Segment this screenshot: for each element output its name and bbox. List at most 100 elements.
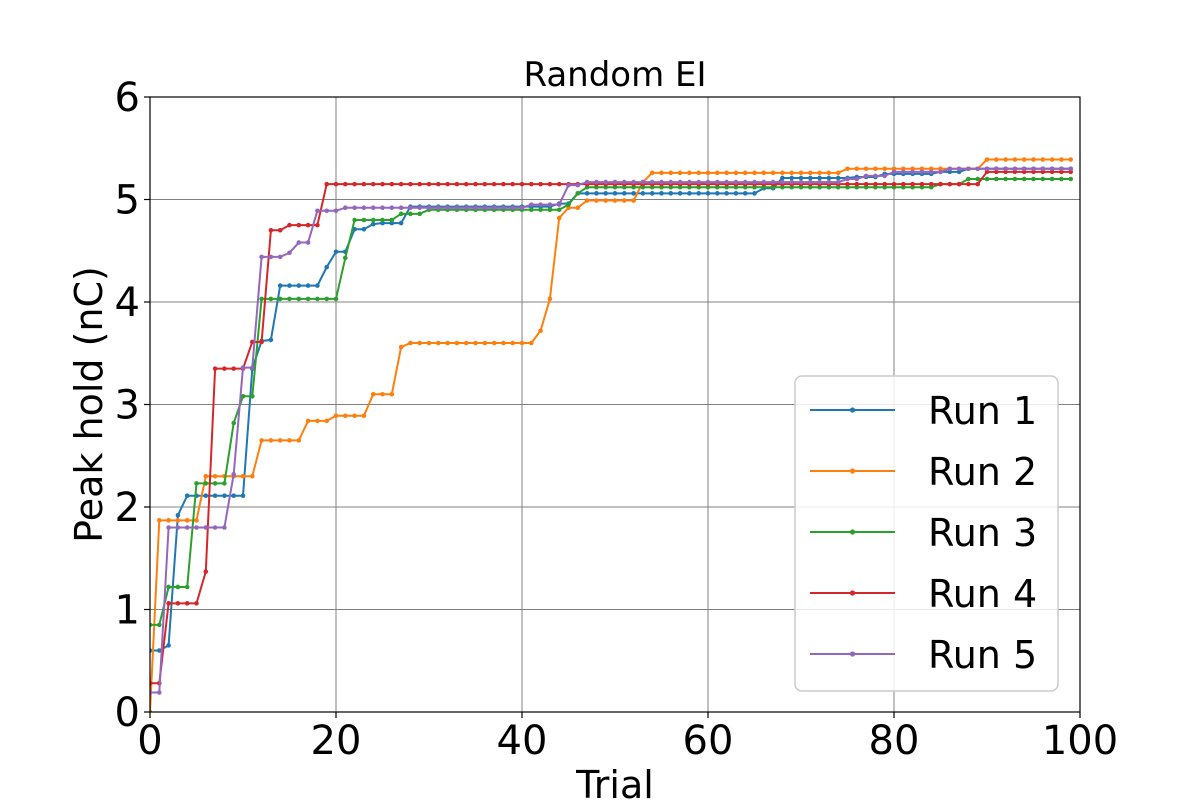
data-point xyxy=(212,366,218,371)
data-point xyxy=(938,169,943,175)
data-point xyxy=(547,181,553,187)
data-point xyxy=(715,191,720,196)
data-point xyxy=(333,296,339,302)
legend-label: Run 3 xyxy=(928,511,1037,555)
data-point xyxy=(333,208,339,214)
data-point xyxy=(175,512,181,518)
data-point xyxy=(296,283,302,288)
data-point xyxy=(696,191,701,196)
data-point xyxy=(259,296,264,302)
data-point xyxy=(668,179,674,185)
data-point xyxy=(928,181,934,187)
data-point xyxy=(166,601,171,606)
data-point xyxy=(566,202,571,207)
series-line xyxy=(150,167,1071,694)
data-point xyxy=(984,176,990,182)
data-point xyxy=(445,340,450,346)
series-line xyxy=(150,170,1071,685)
x-tick-label: 80 xyxy=(869,718,920,764)
data-point xyxy=(1003,176,1008,182)
data-point xyxy=(203,525,209,530)
data-point xyxy=(324,208,330,214)
data-point xyxy=(631,191,636,196)
data-point xyxy=(277,283,283,288)
legend-marker xyxy=(849,407,856,413)
data-point xyxy=(315,222,320,228)
data-point xyxy=(194,601,199,606)
data-point xyxy=(1059,157,1064,162)
data-point xyxy=(482,340,488,346)
data-point xyxy=(417,205,423,210)
data-point xyxy=(547,202,553,207)
data-point xyxy=(742,170,748,176)
data-point xyxy=(826,175,832,181)
data-point xyxy=(882,173,887,179)
data-point xyxy=(1031,157,1036,162)
data-point xyxy=(445,205,450,210)
y-tick-label: 4 xyxy=(115,280,140,326)
data-point xyxy=(510,340,515,346)
data-point xyxy=(966,181,971,187)
data-point xyxy=(305,222,311,228)
data-point xyxy=(575,205,581,210)
data-point xyxy=(808,170,813,176)
data-point xyxy=(436,205,441,210)
data-point xyxy=(398,344,404,350)
data-point xyxy=(687,170,692,176)
data-point xyxy=(333,181,339,187)
data-point xyxy=(361,205,367,210)
data-point xyxy=(175,518,181,523)
data-point xyxy=(324,296,330,302)
data-point xyxy=(324,264,330,270)
data-point xyxy=(184,584,190,590)
data-point xyxy=(1012,166,1018,172)
legend-box xyxy=(794,375,1059,692)
data-point xyxy=(482,205,488,210)
series-line xyxy=(150,178,1071,626)
data-point xyxy=(724,191,729,196)
data-point xyxy=(584,179,590,185)
data-point xyxy=(742,179,748,185)
data-point xyxy=(166,643,171,648)
data-point xyxy=(250,394,255,399)
data-point xyxy=(854,181,860,187)
data-point xyxy=(1040,157,1046,162)
data-point xyxy=(268,296,274,302)
legend-marker xyxy=(849,529,856,535)
data-point xyxy=(798,170,804,176)
data-point xyxy=(240,473,246,479)
legend-label: Run 2 xyxy=(928,450,1037,494)
data-point xyxy=(715,170,720,176)
data-point xyxy=(305,418,311,424)
data-point xyxy=(361,413,367,419)
legend-label: Run 5 xyxy=(928,633,1037,677)
data-point xyxy=(417,181,423,187)
data-point xyxy=(845,176,850,182)
data-point xyxy=(780,179,785,185)
data-point xyxy=(361,226,367,232)
data-point xyxy=(343,255,348,261)
data-point xyxy=(696,179,701,185)
data-point xyxy=(408,181,413,187)
data-point xyxy=(296,240,302,245)
data-point xyxy=(287,222,292,228)
data-point xyxy=(296,296,302,302)
data-point xyxy=(733,170,739,176)
data-point xyxy=(1040,166,1046,172)
data-point xyxy=(761,179,767,185)
data-point xyxy=(259,438,264,443)
data-point xyxy=(212,473,218,479)
data-point xyxy=(873,166,878,172)
legend-label: Run 4 xyxy=(928,572,1037,616)
data-point xyxy=(268,438,274,443)
data-point xyxy=(826,179,832,185)
data-point xyxy=(184,525,190,530)
data-point xyxy=(277,296,283,302)
data-point xyxy=(547,296,553,302)
data-point xyxy=(250,473,255,479)
data-point xyxy=(361,217,367,223)
data-point xyxy=(184,518,190,523)
data-point xyxy=(835,175,841,181)
data-point xyxy=(473,205,478,210)
